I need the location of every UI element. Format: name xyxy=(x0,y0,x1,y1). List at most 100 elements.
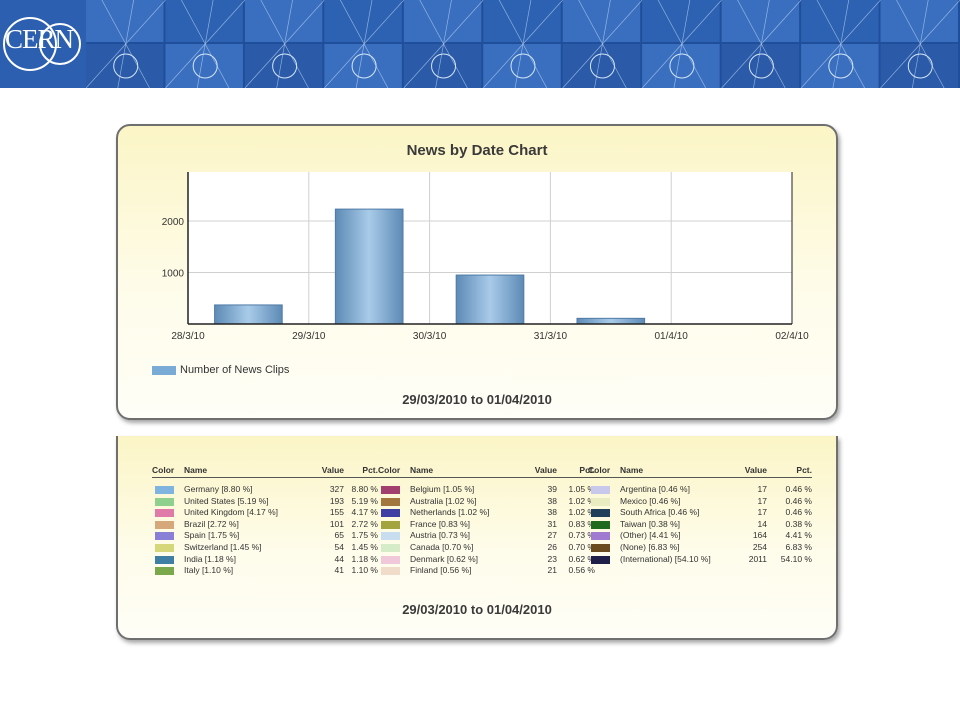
header-name: Name xyxy=(184,465,208,475)
chart-date-range: 29/03/2010 to 01/04/2010 xyxy=(402,392,552,407)
bar xyxy=(334,208,404,325)
color-swatch xyxy=(381,567,400,576)
table-row: Canada [0.70 %] 26 0.70 % xyxy=(378,542,595,554)
country-pct: 0.73 % xyxy=(568,530,595,541)
country-pct: 6.83 % xyxy=(785,541,812,552)
table-row: (International) [54.10 %] 2011 54.10 % xyxy=(588,554,812,566)
table-header: Color Name Value Pct. xyxy=(588,464,812,478)
header-pct: Pct. xyxy=(796,465,812,475)
table-row: Spain [1.75 %] 65 1.75 % xyxy=(152,530,378,542)
country-pct: 1.10 % xyxy=(351,565,378,576)
country-value: 26 xyxy=(547,541,557,552)
banner-tile xyxy=(324,0,405,88)
country-name: Germany [8.80 %] xyxy=(184,484,253,494)
country-pct: 0.62 % xyxy=(568,553,595,564)
country-name: Mexico [0.46 %] xyxy=(620,495,681,506)
country-pct: 4.17 % xyxy=(351,507,378,518)
color-swatch xyxy=(591,497,610,506)
color-swatch xyxy=(155,555,174,564)
country-name: Spain [1.75 %] xyxy=(184,530,240,541)
country-pct: 1.75 % xyxy=(351,530,378,541)
table-row: Netherlands [1.02 %] 38 1.02 % xyxy=(378,507,595,519)
table-header: Color Name Value Pct. xyxy=(378,464,595,478)
bar xyxy=(576,317,646,325)
series-legend-label: Number of News Clips xyxy=(180,364,290,376)
table-date-range: 29/03/2010 to 01/04/2010 xyxy=(402,602,552,617)
table-row: France [0.83 %] 31 0.83 % xyxy=(378,519,595,531)
table-row: Belgium [1.05 %] 39 1.05 % xyxy=(378,484,595,496)
bar-chart: 1000 2000 28/3/10 29/3/10 30/3/10 31/3/10 01/4… xyxy=(162,172,809,342)
chart-title: News by Date Chart xyxy=(406,142,548,159)
country-value: 39 xyxy=(547,484,557,494)
table-row: Italy [1.10 %] 41 1.10 % xyxy=(152,565,378,577)
country-pct: 1.45 % xyxy=(351,541,378,552)
country-value: 41 xyxy=(334,565,344,576)
table-row: Brazil [2.72 %] 101 2.72 % xyxy=(152,519,378,531)
color-cell xyxy=(588,554,620,566)
table-row: Austria [0.73 %] 27 0.73 % xyxy=(378,530,595,542)
color-cell xyxy=(588,542,620,554)
logo-rings xyxy=(3,17,81,71)
country-name: Taiwan [0.38 %] xyxy=(620,518,681,529)
color-swatch xyxy=(155,509,174,518)
color-swatch xyxy=(155,543,174,552)
country-value: 17 xyxy=(757,484,767,494)
country-value: 21 xyxy=(547,565,557,576)
color-swatch xyxy=(155,486,174,494)
country-table: Color Name Value Pct. Germany [8.80 %] 327 8.8… xyxy=(152,464,378,577)
x-tick-label: 28/3/10 xyxy=(171,331,205,342)
x-tick-label: 02/4/10 xyxy=(775,331,809,342)
color-swatch xyxy=(381,497,400,506)
country-pct: 0.70 % xyxy=(568,541,595,552)
country-name: Brazil [2.72 %] xyxy=(184,518,239,529)
color-cell xyxy=(588,530,620,542)
table-row: Germany [8.80 %] 327 8.80 % xyxy=(152,484,378,496)
bar xyxy=(455,274,525,325)
banner-tile xyxy=(880,0,960,88)
legend-table-panel: Color Name Value Pct. Germany [8.80 %] 327 8.8… xyxy=(116,436,838,640)
country-name: France [0.83 %] xyxy=(410,518,471,529)
table-row: (Other) [4.41 %] 164 4.41 % xyxy=(588,530,812,542)
color-cell xyxy=(152,484,184,496)
color-cell xyxy=(152,542,184,554)
color-cell xyxy=(152,554,184,566)
bar xyxy=(214,304,283,325)
header-value: Value xyxy=(534,465,557,475)
color-cell xyxy=(152,519,184,531)
color-cell xyxy=(378,542,410,554)
series-legend: Number of News Clips xyxy=(152,364,289,376)
banner-tile xyxy=(403,0,484,88)
country-value: 23 xyxy=(547,553,557,564)
color-swatch xyxy=(591,486,610,494)
country-pct: 1.18 % xyxy=(351,553,378,564)
table-row: Taiwan [0.38 %] 14 0.38 % xyxy=(588,519,812,531)
banner-tile xyxy=(244,0,325,88)
color-swatch xyxy=(381,520,400,529)
header-name: Name xyxy=(620,465,644,475)
country-value: 31 xyxy=(547,518,557,529)
color-cell xyxy=(152,565,184,577)
color-cell xyxy=(378,554,410,566)
country-name: Austria [0.73 %] xyxy=(410,530,471,541)
color-cell xyxy=(588,484,620,496)
country-name: United States [5.19 %] xyxy=(184,495,269,506)
country-name: (International) [54.10 %] xyxy=(620,553,711,564)
table-row: Australia [1.02 %] 38 1.02 % xyxy=(378,496,595,508)
country-table: Color Name Value Pct. Belgium [1.05 %] 39 1.05… xyxy=(378,464,595,577)
country-name: Belgium [1.05 %] xyxy=(410,484,475,494)
country-name: Switzerland [1.45 %] xyxy=(184,541,262,552)
country-name: Denmark [0.62 %] xyxy=(410,553,479,564)
color-cell xyxy=(588,496,620,508)
country-pct: 0.83 % xyxy=(568,518,595,529)
color-swatch xyxy=(591,532,610,541)
banner-tile xyxy=(562,0,643,88)
color-swatch xyxy=(155,497,174,506)
header-name: Name xyxy=(410,465,434,475)
country-value: 2011 xyxy=(748,553,767,564)
header-color: Color xyxy=(588,465,611,475)
x-tick-label: 31/3/10 xyxy=(534,331,568,342)
color-swatch xyxy=(155,520,174,529)
color-swatch xyxy=(155,532,174,541)
x-tick-label: 30/3/10 xyxy=(413,331,447,342)
country-name: Italy [1.10 %] xyxy=(184,565,234,576)
